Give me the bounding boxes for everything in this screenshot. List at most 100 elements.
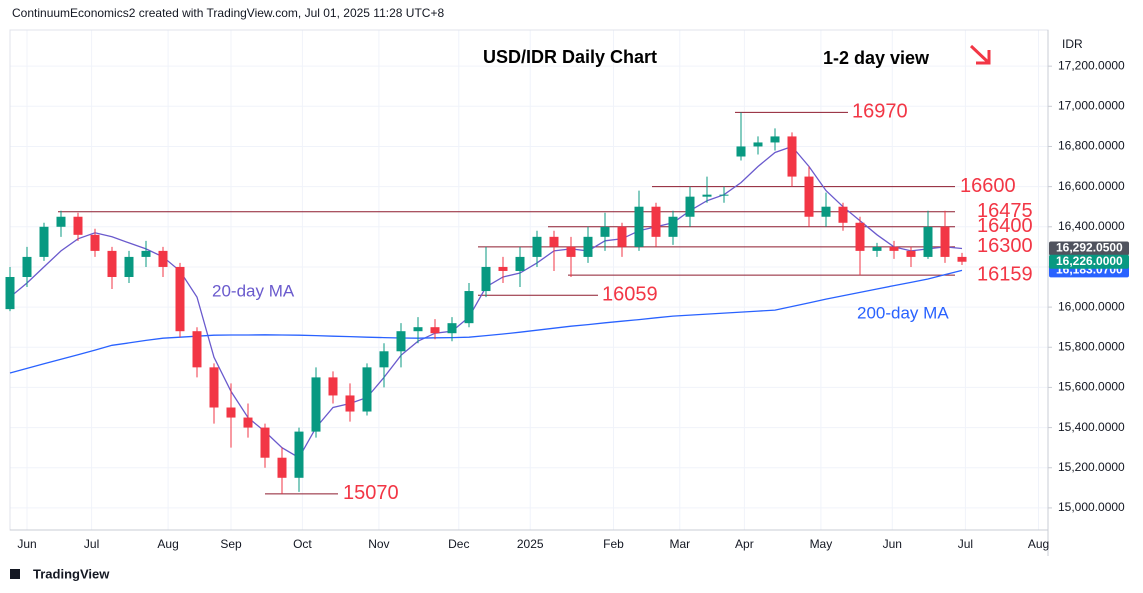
tradingview-logo: TradingView: [10, 566, 110, 581]
candle-body: [532, 236, 542, 257]
candle-body: [447, 323, 457, 334]
candle-body: [549, 236, 559, 247]
chart-title: USD/IDR Daily Chart: [483, 47, 657, 67]
level-label: 16475: [977, 200, 1033, 222]
y-tick-label: 16,800.0000: [1058, 139, 1125, 153]
candle-body: [957, 256, 967, 262]
level-label: 16300: [977, 235, 1033, 257]
candle-body: [634, 206, 644, 247]
candle-body: [73, 216, 83, 235]
candle-body: [277, 457, 287, 478]
candle-body: [566, 246, 576, 257]
candle-body: [22, 256, 32, 277]
legend-entry: 200-day MA: [857, 303, 949, 322]
candle-body: [56, 216, 66, 227]
candle-body: [515, 256, 525, 271]
y-tick-label: 15,800.0000: [1058, 339, 1125, 353]
candle-body: [362, 367, 372, 412]
candle-body: [617, 226, 627, 247]
x-tick-label: Jun: [17, 537, 36, 551]
candle-body: [294, 431, 304, 478]
candle-body: [719, 194, 729, 196]
y-tick-label: 15,400.0000: [1058, 420, 1125, 434]
candle-body: [889, 246, 899, 251]
candle-body: [345, 395, 355, 412]
y-tick-label: 16,400.0000: [1058, 219, 1125, 233]
candle-body: [787, 136, 797, 177]
candle-body: [90, 234, 100, 251]
level-label: 16159: [977, 263, 1033, 285]
level-label: 15070: [343, 482, 399, 504]
legend-entry: 20-day MA: [212, 281, 295, 300]
candle-body: [243, 417, 253, 428]
level-label: 16059: [602, 284, 658, 306]
down-arrow: [969, 44, 991, 65]
candle-body: [600, 226, 610, 237]
candle-body: [464, 291, 474, 324]
y-tick-label: 17,200.0000: [1058, 58, 1125, 72]
candle-body: [192, 331, 202, 368]
x-tick-label: Jul: [958, 537, 973, 551]
x-tick-label: 2025: [517, 537, 544, 551]
candle-body: [753, 142, 763, 147]
candle-body: [702, 194, 712, 197]
x-tick-label: Sep: [220, 537, 242, 551]
chart-subtitle: 1-2 day view: [823, 48, 930, 68]
y-axis-label: IDR: [1062, 37, 1083, 51]
moving-average-line: [9, 269, 963, 374]
candle-body: [141, 250, 151, 257]
candle-body: [158, 250, 168, 267]
x-tick-label: Dec: [448, 537, 469, 551]
plot-layer: 15,000.0000 15,200.0000 15,400.0000 15,600.…: [5, 58, 1129, 551]
candle-body: [379, 351, 389, 368]
price-label: 16,292.0500: [1056, 241, 1123, 255]
header: ContinuumEconomics2 created with Trading…: [12, 6, 444, 20]
y-tick-label: 15,200.0000: [1058, 460, 1125, 474]
y-tick-label: 17,000.0000: [1058, 98, 1125, 112]
x-tick-label: Aug: [157, 537, 178, 551]
x-tick-label: Oct: [293, 537, 312, 551]
price-label-box: [1049, 241, 1129, 256]
x-tick-label: Jun: [883, 537, 902, 551]
candle-body: [396, 331, 406, 352]
candle-body: [838, 206, 848, 223]
x-tick-label: Jul: [84, 537, 99, 551]
candle-body: [311, 377, 321, 432]
y-tick-label: 15,000.0000: [1058, 500, 1125, 514]
candle-body: [226, 407, 236, 418]
x-tick-label: May: [810, 537, 833, 551]
candle-body: [651, 206, 661, 237]
candle-body: [107, 250, 117, 277]
price-label-box: [1049, 254, 1129, 269]
candle-body: [804, 176, 814, 217]
candle-body: [736, 146, 746, 157]
candle-body: [328, 377, 338, 396]
x-tick-label: Feb: [603, 537, 624, 551]
candle-body: [906, 250, 916, 257]
y-tick-label: 15,600.0000: [1058, 380, 1125, 394]
x-tick-label: Aug: [1028, 537, 1049, 551]
candle-body: [770, 136, 780, 143]
candle-body: [481, 266, 491, 292]
price-label: 16,226.0000: [1056, 254, 1123, 268]
candle-body: [5, 276, 15, 310]
candle-body: [124, 256, 134, 277]
x-tick-label: Nov: [368, 537, 389, 551]
candle-body: [260, 427, 270, 458]
level-label: 16400: [977, 215, 1033, 237]
candle-body: [175, 266, 185, 332]
candle-body: [498, 266, 508, 271]
candle-body: [923, 226, 933, 257]
candle-body: [821, 206, 831, 217]
footer: TradingView: [33, 566, 110, 581]
y-tick-label: 16,600.0000: [1058, 179, 1125, 193]
candle-body: [430, 327, 440, 334]
candle-body: [872, 246, 882, 251]
candle-body: [583, 236, 593, 257]
candle-body: [685, 196, 695, 217]
level-label: 16600: [960, 175, 1016, 197]
candle-body: [39, 226, 49, 257]
